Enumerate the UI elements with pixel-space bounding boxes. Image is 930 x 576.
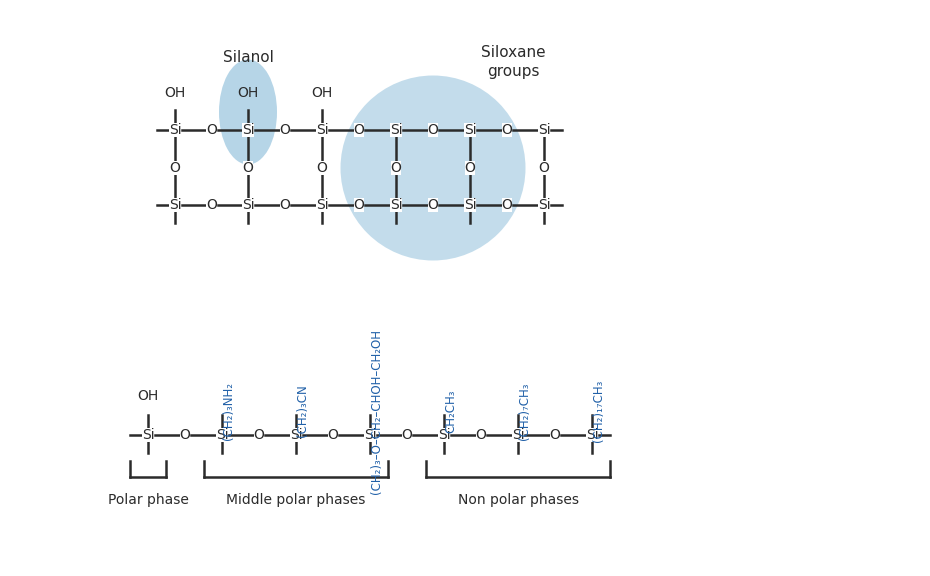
Text: Silanol: Silanol xyxy=(222,51,273,66)
Text: O: O xyxy=(206,198,217,212)
Text: O: O xyxy=(280,123,290,137)
Text: O: O xyxy=(316,161,327,175)
Text: Si: Si xyxy=(216,428,228,442)
Text: O: O xyxy=(550,428,561,442)
Text: Middle polar phases: Middle polar phases xyxy=(226,493,365,507)
Text: O: O xyxy=(243,161,254,175)
Text: Si: Si xyxy=(390,198,403,212)
Text: O: O xyxy=(465,161,475,175)
Text: O: O xyxy=(353,198,365,212)
Ellipse shape xyxy=(340,75,525,260)
Text: Si: Si xyxy=(168,198,181,212)
Text: O: O xyxy=(280,198,290,212)
Text: Polar phase: Polar phase xyxy=(108,493,189,507)
Ellipse shape xyxy=(219,59,277,165)
Text: Si: Si xyxy=(438,428,450,442)
Text: Si: Si xyxy=(538,198,551,212)
Text: OH: OH xyxy=(237,86,259,100)
Text: O: O xyxy=(169,161,180,175)
Text: O: O xyxy=(402,428,412,442)
Text: Si: Si xyxy=(315,123,328,137)
Text: (CH₂)₇CH₃: (CH₂)₇CH₃ xyxy=(518,382,531,439)
Text: O: O xyxy=(179,428,191,442)
Text: Si: Si xyxy=(586,428,598,442)
Text: O: O xyxy=(428,123,438,137)
Text: Si: Si xyxy=(390,123,403,137)
Text: Si: Si xyxy=(141,428,154,442)
Text: O: O xyxy=(538,161,550,175)
Text: O: O xyxy=(428,198,438,212)
Text: Si: Si xyxy=(464,123,476,137)
Text: O: O xyxy=(327,428,339,442)
Text: OH: OH xyxy=(165,86,186,100)
Text: OH: OH xyxy=(312,86,333,100)
Text: Si: Si xyxy=(242,198,254,212)
Text: (CH₂)₃CN: (CH₂)₃CN xyxy=(296,385,309,437)
Text: CH₂CH₃: CH₂CH₃ xyxy=(444,389,457,433)
Text: Siloxane
groups: Siloxane groups xyxy=(481,44,545,79)
Text: Si: Si xyxy=(315,198,328,212)
Text: O: O xyxy=(501,123,512,137)
Text: O: O xyxy=(353,123,365,137)
Text: Si: Si xyxy=(364,428,377,442)
Text: (CH₂)₃–O–CH₂–CHOH–CH₂OH: (CH₂)₃–O–CH₂–CHOH–CH₂OH xyxy=(370,328,383,494)
Text: OH: OH xyxy=(138,389,159,403)
Text: O: O xyxy=(254,428,264,442)
Text: O: O xyxy=(475,428,486,442)
Text: O: O xyxy=(501,198,512,212)
Text: Si: Si xyxy=(464,198,476,212)
Text: Si: Si xyxy=(512,428,525,442)
Text: Si: Si xyxy=(242,123,254,137)
Text: Si: Si xyxy=(538,123,551,137)
Text: (CH₂)₃NH₂: (CH₂)₃NH₂ xyxy=(222,382,235,440)
Text: (CH₂)₁₇CH₃: (CH₂)₁₇CH₃ xyxy=(592,380,605,442)
Text: O: O xyxy=(391,161,402,175)
Text: Si: Si xyxy=(289,428,302,442)
Text: Non polar phases: Non polar phases xyxy=(458,493,578,507)
Text: O: O xyxy=(206,123,217,137)
Text: Si: Si xyxy=(168,123,181,137)
